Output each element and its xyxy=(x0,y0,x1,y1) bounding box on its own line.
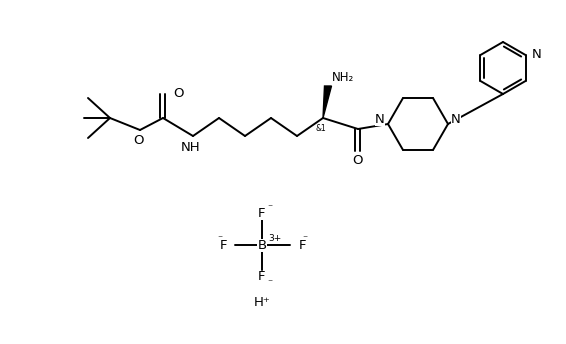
Text: F: F xyxy=(258,270,266,283)
Text: NH₂: NH₂ xyxy=(332,71,354,84)
Text: ⁻: ⁻ xyxy=(217,234,222,244)
Text: &1: &1 xyxy=(316,123,327,132)
Text: 3+: 3+ xyxy=(268,234,281,243)
Text: ⁻: ⁻ xyxy=(267,278,272,288)
Text: O: O xyxy=(133,133,143,147)
Text: ⁻: ⁻ xyxy=(267,203,272,213)
Text: O: O xyxy=(353,153,363,166)
Polygon shape xyxy=(323,86,332,118)
Text: F: F xyxy=(220,238,227,251)
Text: B: B xyxy=(258,238,267,251)
Text: NH: NH xyxy=(181,140,201,153)
Text: N: N xyxy=(375,112,385,126)
Text: ⁻: ⁻ xyxy=(302,234,307,244)
Text: F: F xyxy=(258,206,266,219)
Text: H⁺: H⁺ xyxy=(254,295,271,309)
Text: N: N xyxy=(451,112,461,126)
Text: O: O xyxy=(173,86,183,99)
Text: F: F xyxy=(299,238,307,251)
Text: N: N xyxy=(531,47,541,61)
